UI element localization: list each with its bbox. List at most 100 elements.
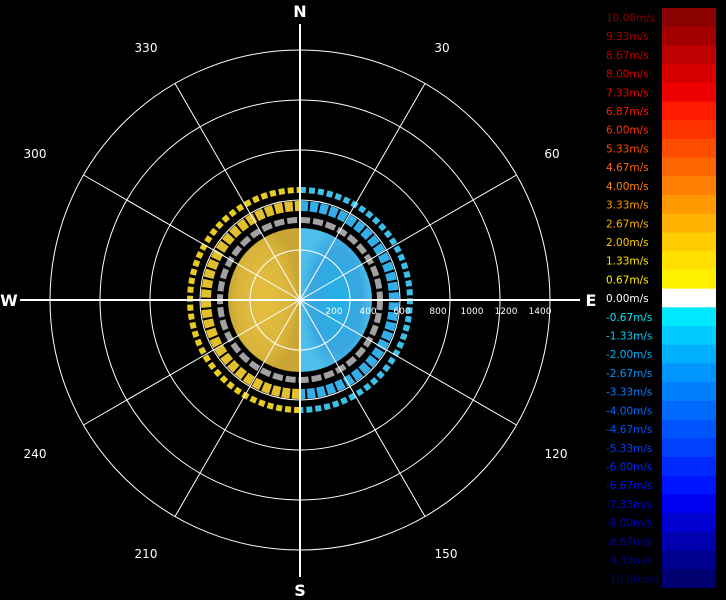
- legend-entry: 6.00m/s: [606, 120, 716, 140]
- range-label: 400: [359, 307, 376, 317]
- legend-label: -9.33m/s: [606, 555, 652, 567]
- azimuth-label-240: 240: [24, 447, 47, 461]
- legend-label: -7.33m/s: [606, 499, 652, 511]
- legend-entry: 4.00m/s: [606, 176, 716, 196]
- range-label: 200: [325, 307, 342, 317]
- azimuth-label-60: 60: [544, 147, 559, 161]
- grid-labels: N E S W 30 60 120 150 210 240 300 330 200 400 600 800 10…: [0, 2, 596, 600]
- cardinal-east: E: [586, 291, 597, 310]
- legend-label: 0.67m/s: [606, 274, 649, 286]
- legend-entry: 1.33m/s: [606, 251, 716, 271]
- legend-entry: -0.67m/s: [606, 307, 716, 327]
- radar-velocity-ppi: N E S W 30 60 120 150 210 240 300 330 200 400 600 800 10…: [0, 2, 596, 600]
- legend-swatch: [662, 382, 716, 402]
- legend-swatch: [662, 176, 716, 196]
- azimuth-spoke-240: [83, 299, 301, 426]
- legend-label: -8.00m/s: [606, 518, 652, 530]
- legend-entry: -8.00m/s: [606, 513, 716, 533]
- legend-label: 10.00m/s: [606, 12, 655, 24]
- legend-swatch: [662, 120, 716, 140]
- legend-entry: -4.67m/s: [606, 419, 716, 439]
- legend-entry: -7.33m/s: [606, 494, 716, 514]
- azimuth-label-210: 210: [135, 547, 158, 561]
- legend-label: -10.00m/s: [606, 574, 659, 586]
- legend-entry: 6.87m/s: [606, 101, 716, 121]
- azimuth-spoke-330: [174, 83, 301, 301]
- azimuth-spoke-210: [174, 299, 301, 517]
- legend-label: 8.67m/s: [606, 50, 649, 62]
- range-label: 1200: [495, 307, 518, 317]
- cardinal-south: S: [294, 581, 306, 600]
- legend-label: 3.33m/s: [606, 200, 649, 212]
- legend-swatch: [662, 363, 716, 383]
- legend-swatch: [662, 326, 716, 346]
- legend-entry: 2.00m/s: [606, 232, 716, 252]
- legend-swatch: [662, 101, 716, 121]
- legend-label: 2.00m/s: [606, 237, 649, 249]
- legend-entry: -2.67m/s: [606, 363, 716, 383]
- legend-label: -3.33m/s: [606, 387, 652, 399]
- legend-entry: -8.67m/s: [606, 531, 716, 552]
- legend-entry: 0.67m/s: [606, 269, 716, 290]
- legend-entry: -3.33m/s: [606, 382, 716, 402]
- velocity-color-legend: 10.00m/s 9.33m/s 8.67m/s 8.00m/s 7.33m/s 6.87…: [606, 8, 716, 588]
- legend-swatch: [662, 494, 716, 514]
- legend-label: -6.00m/s: [606, 462, 652, 474]
- legend-entry: 3.33m/s: [606, 195, 716, 215]
- legend-swatch: [662, 213, 716, 234]
- legend-swatch: [662, 288, 716, 308]
- azimuth-spoke-60: [299, 174, 517, 301]
- legend-entry: 8.00m/s: [606, 64, 716, 84]
- legend-swatch: [662, 400, 716, 421]
- legend-label: -4.67m/s: [606, 424, 652, 436]
- legend-entry: 2.67m/s: [606, 213, 716, 234]
- legend-swatch: [662, 344, 716, 364]
- legend-label: -1.33m/s: [606, 331, 652, 343]
- legend-swatch: [662, 195, 716, 215]
- legend-swatch: [662, 457, 716, 477]
- echo-layer: [187, 187, 413, 413]
- legend-label: 5.33m/s: [606, 143, 649, 155]
- legend-label: 1.33m/s: [606, 256, 649, 268]
- legend-entry: -1.33m/s: [606, 326, 716, 346]
- legend-label: 6.00m/s: [606, 125, 649, 137]
- legend-swatch: [662, 419, 716, 439]
- legend-label: -2.67m/s: [606, 368, 652, 380]
- legend-swatch: [662, 138, 716, 159]
- legend-swatch: [662, 157, 716, 177]
- legend-label: 4.67m/s: [606, 162, 649, 174]
- azimuth-spoke-150: [299, 299, 426, 517]
- cardinal-north: N: [293, 2, 306, 21]
- legend-label: 8.00m/s: [606, 69, 649, 81]
- legend-entry: -2.00m/s: [606, 344, 716, 364]
- legend-label: 9.33m/s: [606, 31, 649, 43]
- legend-label: -6.67m/s: [606, 480, 652, 492]
- azimuth-label-120: 120: [545, 447, 568, 461]
- cardinal-west: W: [0, 291, 18, 310]
- legend-swatch: [662, 45, 716, 65]
- legend-label: -2.00m/s: [606, 349, 652, 361]
- legend-label: 7.33m/s: [606, 87, 649, 99]
- legend-entry: 7.33m/s: [606, 82, 716, 103]
- azimuth-label-150: 150: [435, 547, 458, 561]
- azimuth-label-330: 330: [135, 41, 158, 55]
- legend-label: -8.67m/s: [606, 536, 652, 548]
- legend-label: 6.87m/s: [606, 106, 649, 118]
- legend-label: -4.00m/s: [606, 405, 652, 417]
- legend-entry: 0.00m/s: [606, 288, 716, 308]
- legend-label: -0.67m/s: [606, 312, 652, 324]
- legend-swatch: [662, 64, 716, 84]
- legend-swatch: [662, 232, 716, 252]
- legend-entry: -9.33m/s: [606, 550, 716, 570]
- legend-swatch: [662, 569, 716, 588]
- legend-swatch: [662, 269, 716, 290]
- range-label: 600: [393, 307, 410, 317]
- legend-entry: 5.33m/s: [606, 138, 716, 159]
- legend-entry: -5.33m/s: [606, 438, 716, 458]
- legend-entry: -10.00m/s: [606, 569, 716, 588]
- legend-swatch: [662, 513, 716, 533]
- azimuth-label-30: 30: [434, 41, 449, 55]
- legend-swatch: [662, 307, 716, 327]
- legend-entry: -6.00m/s: [606, 457, 716, 477]
- azimuth-spoke-120: [299, 299, 517, 426]
